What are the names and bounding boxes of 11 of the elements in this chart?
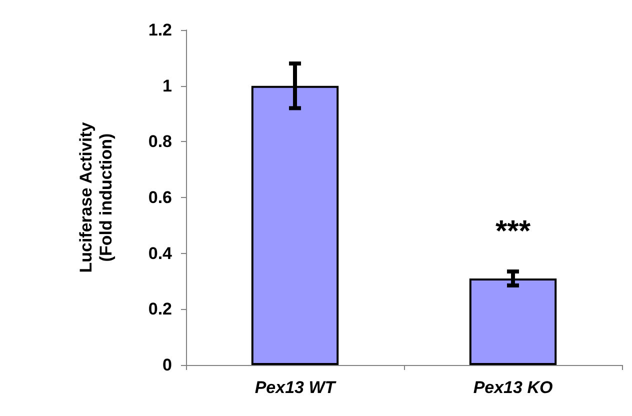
- y-tick-label: 0.2: [148, 300, 172, 319]
- y-tick-label: 0.8: [148, 132, 172, 152]
- x-tick-label: Pex13 WT: [254, 378, 337, 397]
- y-tick-label: 0.4: [148, 244, 173, 263]
- x-tick-label: Pex13 KO: [473, 378, 553, 397]
- y-axis-title: Luciferase Activity (Fold induction): [76, 122, 116, 273]
- y-tick-label: 0: [162, 356, 172, 374]
- y-tick-label: 0.6: [148, 188, 172, 207]
- annotation: ***: [495, 214, 531, 248]
- y-tick-label: 1: [162, 76, 172, 96]
- y-tick-label: 1.2: [148, 20, 172, 40]
